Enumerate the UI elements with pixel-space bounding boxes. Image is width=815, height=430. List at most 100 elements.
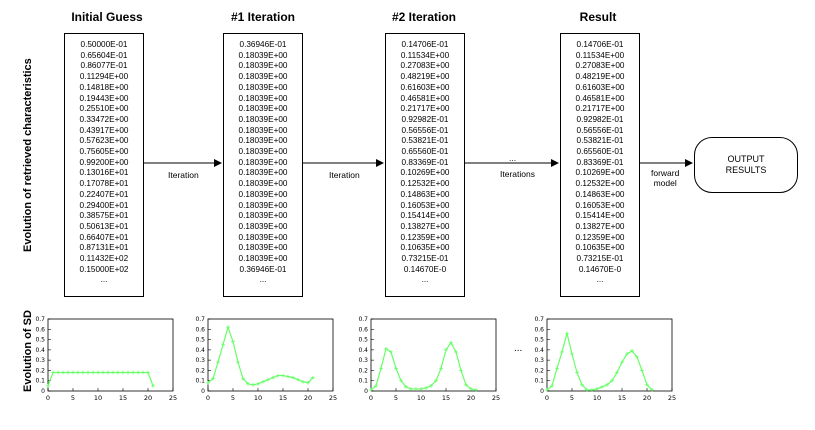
value-item: 0.18039E+00 bbox=[238, 147, 288, 157]
y-tick-label: 0.7 bbox=[534, 316, 544, 323]
y-tick-label: 0 bbox=[364, 388, 368, 395]
value-item: 0.22407E+01 bbox=[79, 189, 129, 199]
data-point bbox=[241, 376, 245, 381]
y-tick-label: 0.4 bbox=[358, 347, 368, 354]
data-point bbox=[590, 388, 594, 392]
series-line bbox=[207, 325, 314, 386]
value-item: ... bbox=[100, 275, 108, 285]
value-item: 0.11534E+00 bbox=[400, 50, 450, 60]
plot-frame bbox=[370, 318, 497, 392]
value-item: 0.18039E+00 bbox=[238, 232, 288, 242]
value-item: 0.10635E+00 bbox=[575, 243, 625, 253]
x-tick-label: 15 bbox=[442, 394, 450, 402]
x-tick-label: 20 bbox=[467, 394, 475, 402]
value-item: 0.18039E+00 bbox=[238, 93, 288, 103]
value-item: 0.14863E+00 bbox=[400, 189, 450, 199]
data-point bbox=[86, 370, 90, 375]
value-item: 0.65560E-01 bbox=[401, 147, 449, 157]
data-point bbox=[306, 380, 310, 385]
data-point bbox=[286, 374, 290, 379]
column-title-result: Result bbox=[579, 10, 617, 24]
sd-chart-initial-guess: 0 0.1 0.2 0.3 0.4 0.5 0.6 0.7 0 5 10 15 20 25 bbox=[35, 316, 177, 402]
data-point bbox=[605, 383, 609, 387]
value-item: 0.73215E-01 bbox=[576, 254, 624, 264]
x-tick-label: 0 bbox=[545, 394, 549, 402]
value-item: 0.18039E+00 bbox=[238, 104, 288, 114]
x-tick-label: 15 bbox=[119, 394, 127, 402]
x-tick-label: 0 bbox=[206, 394, 210, 402]
value-item: 0.11294E+00 bbox=[79, 72, 129, 82]
value-item: 0.11432E+02 bbox=[79, 254, 129, 264]
value-item: 0.86077E-01 bbox=[80, 61, 128, 71]
data-point bbox=[630, 349, 634, 353]
value-item: 0.61603E+00 bbox=[575, 82, 625, 92]
value-item: 0.13827E+00 bbox=[400, 221, 450, 231]
value-item: 0.15000E+02 bbox=[79, 264, 129, 274]
data-point bbox=[545, 388, 549, 392]
y-tick-label: 0 bbox=[540, 388, 544, 395]
y-tick-label: 0.3 bbox=[35, 357, 45, 364]
data-point bbox=[221, 342, 225, 347]
value-item: 0.14670E-0 bbox=[578, 264, 622, 274]
data-point bbox=[560, 350, 564, 354]
data-point bbox=[645, 383, 649, 387]
y-tick-label: 0.3 bbox=[534, 357, 544, 364]
value-item: 0.65560E-01 bbox=[576, 147, 624, 157]
connector-label-iteration-2: Iteration bbox=[329, 170, 360, 180]
value-list: 0.14706E-01 0.11534E+00 0.27083E+00 0.48219… bbox=[561, 40, 639, 286]
value-item: 0.18039E+00 bbox=[238, 72, 288, 82]
value-item: 0.18039E+00 bbox=[238, 82, 288, 92]
data-point bbox=[369, 388, 373, 392]
x-tick-label: 10 bbox=[94, 394, 102, 402]
output-results-box: OUTPUT RESULTS bbox=[694, 137, 798, 193]
connector-label-forward-model: forward model bbox=[651, 168, 679, 188]
data-point bbox=[389, 350, 393, 354]
value-item: 0.14818E+00 bbox=[79, 82, 129, 92]
data-point bbox=[374, 384, 378, 388]
value-item: 0.18039E+00 bbox=[238, 50, 288, 60]
x-tick-label: 10 bbox=[417, 394, 425, 402]
value-item: 0.13827E+00 bbox=[575, 221, 625, 231]
data-point bbox=[615, 370, 619, 375]
value-item: 0.14706E-01 bbox=[401, 40, 449, 49]
x-tick-label: 15 bbox=[618, 394, 626, 402]
value-item: 0.50613E+01 bbox=[79, 221, 129, 231]
data-point bbox=[439, 366, 443, 371]
y-tick-label: 0 bbox=[201, 388, 205, 395]
value-item: 0.27083E+00 bbox=[400, 61, 450, 71]
output-line: RESULTS bbox=[725, 165, 767, 175]
value-item: 0.33472E+00 bbox=[79, 114, 129, 124]
value-item: 0.10635E+00 bbox=[400, 243, 450, 253]
value-item: 0.13016E+01 bbox=[79, 168, 129, 178]
y-tick-label: 0.4 bbox=[35, 347, 45, 354]
data-point bbox=[379, 366, 383, 371]
data-point bbox=[116, 370, 120, 375]
x-tick-label: 10 bbox=[593, 394, 601, 402]
data-point bbox=[91, 370, 95, 375]
y-tick-label: 0.6 bbox=[534, 326, 544, 333]
x-tick-label: 0 bbox=[46, 394, 50, 402]
data-point bbox=[266, 377, 270, 382]
x-tick-label: 20 bbox=[643, 394, 651, 402]
series-line bbox=[370, 341, 477, 391]
sd-chart-result: 0 0.1 0.2 0.3 0.4 0.5 0.6 0.7 0 5 10 15 20 25 bbox=[534, 316, 676, 402]
data-point bbox=[276, 373, 280, 378]
data-point bbox=[256, 382, 260, 386]
value-item: 0.25510E+00 bbox=[79, 104, 129, 114]
data-point bbox=[51, 370, 55, 375]
y-tick-label: 0.7 bbox=[35, 316, 45, 323]
data-point bbox=[575, 370, 579, 375]
data-point bbox=[211, 376, 215, 381]
column-title-iteration-2: #2 Iteration bbox=[391, 10, 457, 24]
data-point bbox=[106, 370, 110, 375]
y-tick-label: 0.7 bbox=[358, 316, 368, 323]
forward-model-line: model bbox=[653, 178, 677, 188]
x-tick-label: 25 bbox=[169, 394, 177, 402]
sd-chart-iteration-1: 0 0.1 0.2 0.3 0.4 0.5 0.6 0.7 0 5 10 15 20 25 bbox=[195, 316, 337, 402]
values-box-result: 0.14706E-01 0.11534E+00 0.27083E+00 0.48219… bbox=[560, 33, 640, 297]
value-item: 0.18039E+00 bbox=[238, 179, 288, 189]
value-item: 0.12532E+00 bbox=[575, 179, 625, 189]
value-item: 0.27083E+00 bbox=[575, 61, 625, 71]
x-tick-label: 5 bbox=[394, 394, 398, 402]
value-item: 0.12359E+00 bbox=[575, 232, 625, 242]
